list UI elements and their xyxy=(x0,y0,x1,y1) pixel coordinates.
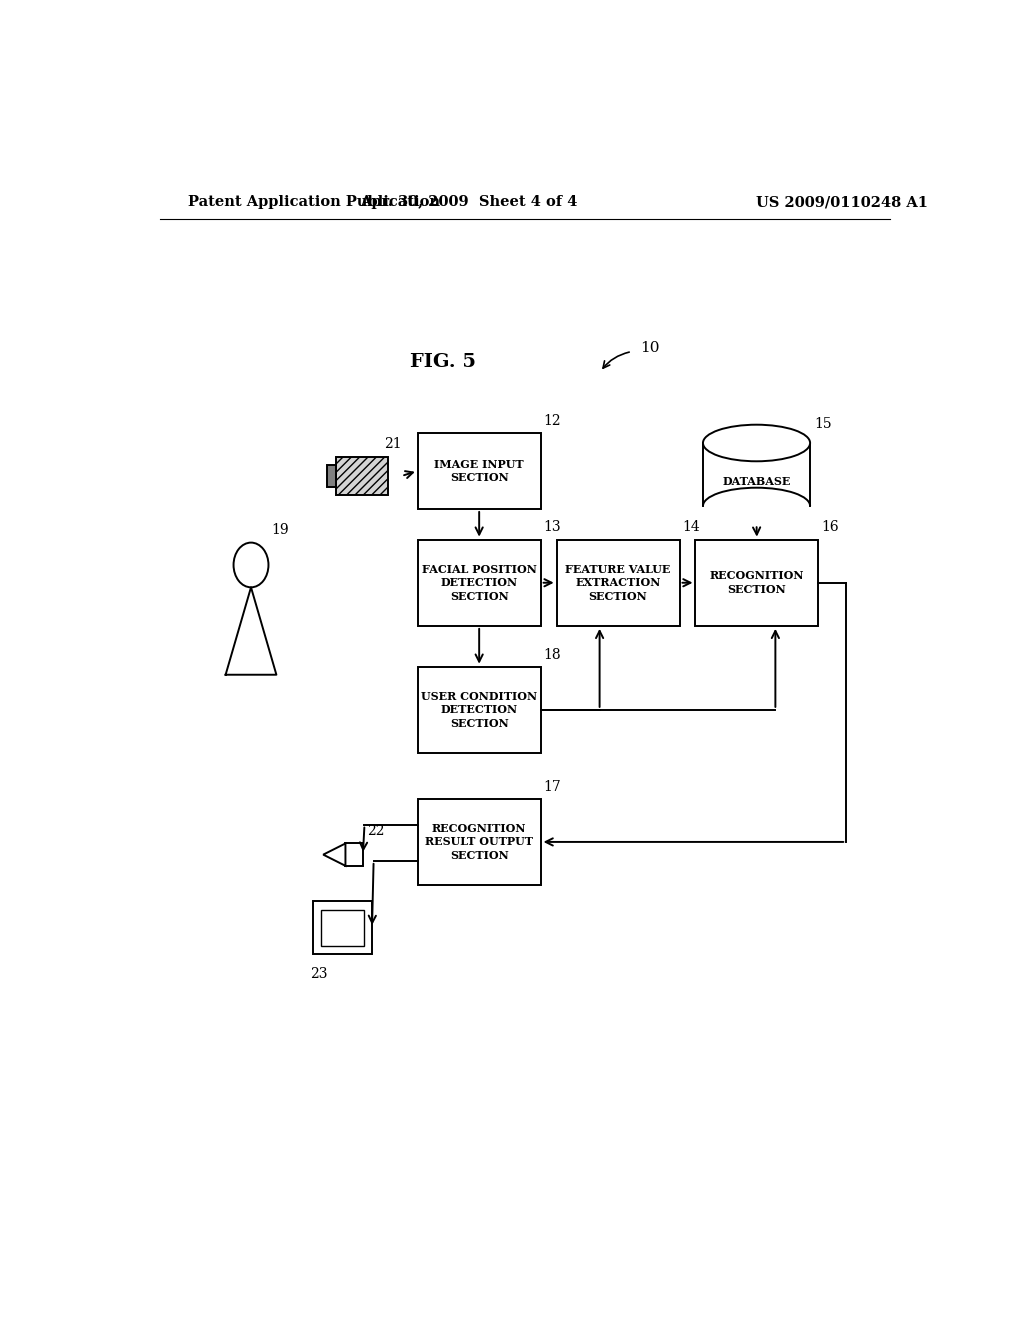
Text: 21: 21 xyxy=(384,437,401,450)
Bar xyxy=(321,909,364,946)
Text: 17: 17 xyxy=(543,780,561,793)
Bar xyxy=(336,457,388,495)
Text: US 2009/0110248 A1: US 2009/0110248 A1 xyxy=(757,195,928,209)
Text: FACIAL POSITION
DETECTION
SECTION: FACIAL POSITION DETECTION SECTION xyxy=(422,564,537,602)
Bar xyxy=(327,465,336,487)
Text: Patent Application Publication: Patent Application Publication xyxy=(187,195,439,209)
Text: FIG. 5: FIG. 5 xyxy=(410,352,476,371)
Circle shape xyxy=(233,543,268,587)
Text: IMAGE INPUT
SECTION: IMAGE INPUT SECTION xyxy=(434,458,524,483)
Text: 18: 18 xyxy=(543,648,561,661)
Text: DATABASE: DATABASE xyxy=(722,477,791,487)
Text: 19: 19 xyxy=(270,523,289,536)
Bar xyxy=(695,540,818,626)
Text: 12: 12 xyxy=(543,413,561,428)
Polygon shape xyxy=(324,843,345,866)
Bar xyxy=(345,843,362,866)
Text: FEATURE VALUE
EXTRACTION
SECTION: FEATURE VALUE EXTRACTION SECTION xyxy=(565,564,671,602)
Text: Apr. 30, 2009  Sheet 4 of 4: Apr. 30, 2009 Sheet 4 of 4 xyxy=(360,195,578,209)
Bar xyxy=(418,667,541,752)
Text: 16: 16 xyxy=(821,520,839,535)
Bar xyxy=(557,540,680,626)
Text: 15: 15 xyxy=(814,417,831,430)
Bar xyxy=(312,902,372,954)
Bar xyxy=(418,799,541,886)
Text: RECOGNITION
RESULT OUTPUT
SECTION: RECOGNITION RESULT OUTPUT SECTION xyxy=(425,822,534,861)
Bar xyxy=(418,433,541,510)
Text: 13: 13 xyxy=(543,520,561,535)
Text: 10: 10 xyxy=(640,342,659,355)
Text: 23: 23 xyxy=(310,968,328,982)
Ellipse shape xyxy=(702,425,810,461)
Text: 22: 22 xyxy=(367,825,384,838)
Bar xyxy=(418,540,541,626)
Text: USER CONDITION
DETECTION
SECTION: USER CONDITION DETECTION SECTION xyxy=(421,690,538,729)
Text: 14: 14 xyxy=(682,520,699,535)
Text: RECOGNITION
SECTION: RECOGNITION SECTION xyxy=(710,570,804,595)
